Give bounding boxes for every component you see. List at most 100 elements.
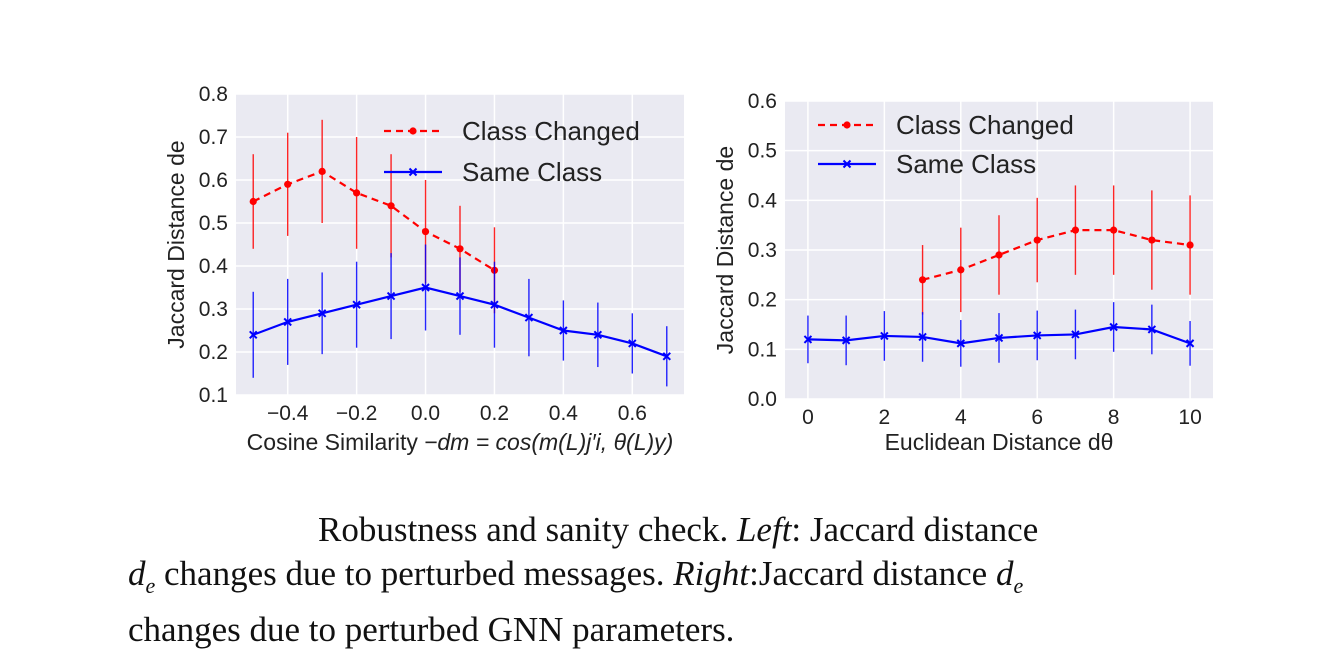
data-point bbox=[628, 339, 637, 348]
x-tick-label: 2 bbox=[879, 406, 891, 429]
data-point bbox=[421, 283, 430, 292]
y-tick-label: 0.5 bbox=[748, 140, 777, 163]
data-point bbox=[284, 180, 292, 188]
marker-stroke bbox=[352, 300, 361, 309]
data-point bbox=[880, 331, 889, 341]
x-tick-label: 10 bbox=[1178, 406, 1201, 429]
data-point bbox=[318, 167, 326, 175]
marker-stroke bbox=[490, 300, 499, 309]
data-point bbox=[1109, 322, 1118, 332]
data-point bbox=[1071, 330, 1080, 339]
legend-item: Same Class bbox=[384, 157, 602, 187]
data-point bbox=[283, 317, 292, 327]
caption-right-text: :Jaccard distance bbox=[749, 554, 988, 593]
data-point bbox=[1185, 339, 1195, 348]
caption-de-symbol: d bbox=[128, 554, 146, 593]
y-tick-label: 0.1 bbox=[199, 384, 228, 407]
marker-stroke bbox=[662, 352, 671, 361]
data-point bbox=[1071, 226, 1080, 234]
x-tick-label: 0.4 bbox=[549, 402, 579, 425]
legend-marker bbox=[409, 127, 417, 135]
data-point bbox=[803, 335, 813, 344]
data-point bbox=[524, 313, 534, 322]
data-point bbox=[994, 333, 1004, 343]
data-point bbox=[918, 276, 927, 284]
x-tick-label: 0 bbox=[802, 406, 814, 429]
y-axis-label: Jaccard Distance de bbox=[712, 146, 738, 354]
y-tick-label: 0.5 bbox=[199, 212, 228, 235]
caption-left-text-2: changes due to perturbed messages. bbox=[164, 554, 665, 593]
x-axis-label-formula: −dm = cos(m(L)j′i, θ(L)y) bbox=[424, 429, 673, 455]
data-point bbox=[353, 189, 361, 197]
data-point bbox=[956, 339, 965, 348]
figure: 0.10.20.30.40.50.60.70.8−0.4 −0.2 0.0 0.2 0.… bbox=[163, 83, 1213, 455]
data-point bbox=[593, 330, 603, 340]
data-point bbox=[1147, 325, 1157, 334]
marker-stroke bbox=[880, 331, 889, 341]
x-axis-label: Cosine Similarity −dm = cos(m(L)j′i, θ(L)… bbox=[247, 429, 674, 455]
x-tick-label: 4 bbox=[955, 406, 967, 429]
data-point bbox=[1148, 236, 1156, 244]
marker-stroke bbox=[1185, 339, 1195, 348]
marker-stroke bbox=[1147, 325, 1157, 334]
marker-stroke bbox=[1033, 331, 1042, 340]
x-tick-label: 8 bbox=[1108, 406, 1120, 429]
y-tick-label: 0.3 bbox=[199, 298, 228, 321]
figure-caption: Robustness and sanity check. Left: Jacca… bbox=[128, 508, 1248, 652]
data-point bbox=[995, 251, 1003, 259]
caption-left-label: Left bbox=[736, 510, 792, 549]
data-point bbox=[841, 336, 851, 345]
data-point bbox=[918, 332, 927, 342]
marker-stroke bbox=[249, 330, 258, 340]
y-tick-label: 0.7 bbox=[199, 126, 228, 149]
x-tick-label: 0.0 bbox=[411, 402, 440, 425]
legend-item: Class Changed bbox=[384, 116, 640, 146]
marker-stroke bbox=[524, 313, 534, 322]
y-tick-label: 0.6 bbox=[199, 169, 228, 192]
data-point bbox=[456, 245, 464, 253]
series-line bbox=[922, 229, 1191, 281]
data-point bbox=[662, 352, 671, 361]
right-chart: 0.0 0.1 0.2 0.3 0.4 0.5 0.6 0 2 4 6 8 10 Jaccard Dist… bbox=[712, 90, 1213, 455]
y-tick-label: 0.0 bbox=[748, 388, 777, 411]
marker-stroke bbox=[283, 317, 292, 327]
y-tick-label: 0.8 bbox=[199, 83, 228, 106]
legend-label: Class Changed bbox=[462, 116, 640, 146]
legend-item: Same Class bbox=[818, 149, 1036, 179]
caption-right-text-2: changes due to perturbed GNN parameters. bbox=[128, 610, 735, 649]
data-point bbox=[957, 266, 965, 274]
data-point bbox=[1033, 236, 1041, 244]
marker-stroke bbox=[1109, 322, 1118, 332]
y-tick-label: 0.2 bbox=[748, 289, 777, 312]
caption-right-label: Right bbox=[673, 554, 750, 593]
series-line bbox=[252, 170, 496, 272]
data-point bbox=[455, 291, 465, 301]
marker-stroke bbox=[317, 309, 327, 318]
data-point bbox=[317, 309, 327, 318]
marker-stroke bbox=[803, 335, 813, 344]
legend-label: Same Class bbox=[896, 149, 1036, 179]
data-point bbox=[249, 197, 257, 206]
marker-stroke bbox=[1071, 330, 1080, 339]
x-tick-label: −0.4 bbox=[267, 402, 309, 425]
marker-stroke bbox=[628, 339, 637, 348]
y-tick-label: 0.3 bbox=[748, 239, 777, 262]
caption-de-symbol-2: d bbox=[995, 554, 1014, 593]
legend-label: Same Class bbox=[462, 157, 602, 187]
x-axis-label-text: Cosine Similarity bbox=[247, 429, 419, 455]
marker-stroke bbox=[593, 330, 603, 340]
x-tick-label: 0.2 bbox=[480, 402, 509, 425]
marker-stroke bbox=[421, 283, 430, 292]
caption-line-3: changes due to perturbed GNN parameters. bbox=[128, 608, 1248, 652]
marker-stroke bbox=[956, 339, 965, 348]
data-point bbox=[386, 291, 396, 301]
data-point bbox=[490, 300, 499, 309]
data-point bbox=[421, 228, 430, 236]
marker-stroke bbox=[559, 326, 568, 335]
data-point bbox=[1110, 226, 1118, 234]
x-tick-label: 0.6 bbox=[618, 402, 647, 425]
caption-line-1: Robustness and sanity check. Left: Jacca… bbox=[128, 508, 1248, 552]
data-point bbox=[1033, 331, 1042, 340]
data-point bbox=[387, 202, 395, 210]
data-point bbox=[559, 326, 568, 335]
